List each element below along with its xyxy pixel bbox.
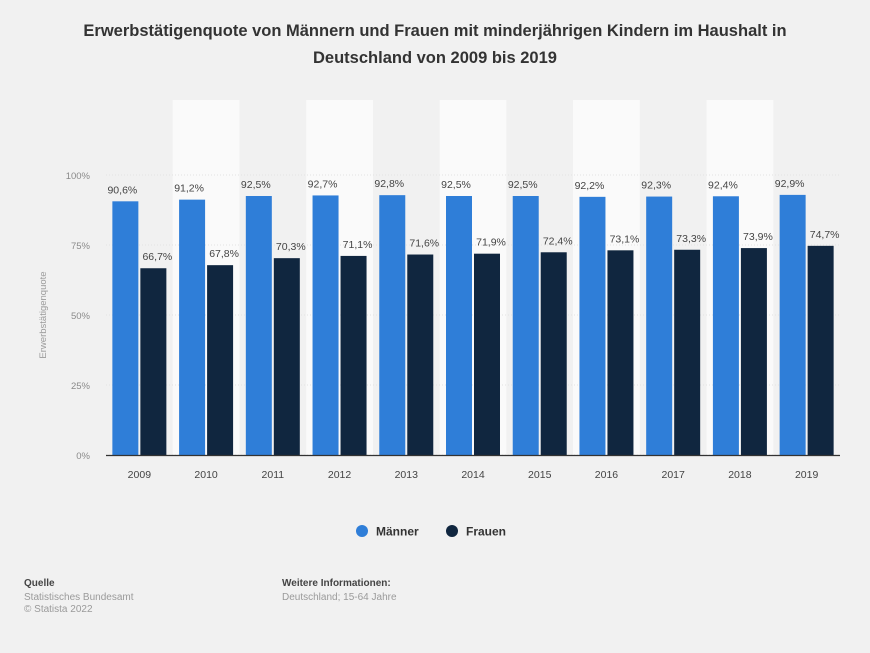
x-tick-label: 2016 <box>595 469 619 481</box>
bar-maenner <box>312 195 339 455</box>
source-block: Quelle Statistisches Bundesamt © Statist… <box>24 578 134 616</box>
x-tick-label: 2011 <box>262 469 285 481</box>
x-tick-label: 2012 <box>328 469 352 481</box>
data-label: 73,3% <box>676 233 706 245</box>
data-label: 92,7% <box>308 178 338 190</box>
chart-title: Erwerbstätigenquote von Männern und Frau… <box>83 22 787 67</box>
data-label: 92,9% <box>775 178 805 190</box>
bar-frauen <box>740 248 767 455</box>
source-text: Statistisches Bundesamt <box>24 592 134 603</box>
bar-maenner <box>579 196 606 455</box>
bar-frauen <box>474 253 500 455</box>
info-text: Deutschland; 15-64 Jahre <box>282 592 397 603</box>
x-tick-label: 2017 <box>662 469 686 481</box>
legend-label: Männer <box>376 525 419 539</box>
data-label: 73,1% <box>610 233 640 245</box>
bar-frauen <box>540 252 567 455</box>
legend-marker-frauen <box>446 525 458 537</box>
bar-chart: 0% 25% 50% 75% 100% Erwerbstätigenquote 90,6% 6… <box>38 171 840 539</box>
bar-frauen <box>407 254 434 455</box>
bar-frauen <box>207 265 234 455</box>
y-tick-label: 100% <box>66 171 91 182</box>
x-tick-label: 2014 <box>461 469 485 481</box>
x-tick-label: 2013 <box>395 469 419 481</box>
legend-label: Frauen <box>466 525 506 539</box>
y-tick-label: 50% <box>71 311 91 322</box>
bar-maenner <box>179 199 206 455</box>
bar-maenner <box>712 196 739 455</box>
info-block: Weitere Informationen: Deutschland; 15-6… <box>282 578 397 604</box>
bar-maenner <box>779 194 806 455</box>
data-label: 92,4% <box>708 179 738 191</box>
bar-frauen <box>607 250 634 455</box>
info-heading: Weitere Informationen: <box>282 578 391 589</box>
data-label: 90,6% <box>107 184 137 196</box>
data-label: 72,4% <box>543 235 573 247</box>
bar-maenner <box>512 196 539 455</box>
bar-frauen <box>140 268 167 455</box>
y-tick-label: 0% <box>76 451 90 462</box>
y-tick-label: 25% <box>71 381 91 392</box>
bar-maenner <box>646 196 673 455</box>
data-label: 73,9% <box>743 231 773 243</box>
bar-frauen <box>674 249 701 455</box>
data-label: 92,5% <box>441 179 471 191</box>
bar-maenner <box>446 196 472 455</box>
x-tick-label: 2015 <box>528 469 552 481</box>
bar-maenner <box>379 195 406 455</box>
source-heading: Quelle <box>24 578 55 589</box>
data-label: 92,3% <box>641 180 671 192</box>
data-label: 91,2% <box>174 183 204 195</box>
data-label: 92,8% <box>374 178 404 190</box>
data-label: 92,2% <box>575 180 605 192</box>
data-label: 71,9% <box>476 237 506 249</box>
data-label: 71,1% <box>343 239 373 251</box>
x-tick-label: 2018 <box>728 469 752 481</box>
y-axis-title: Erwerbstätigenquote <box>38 271 49 358</box>
bar-maenner <box>112 201 139 455</box>
data-label: 92,5% <box>508 179 538 191</box>
x-tick-label: 2019 <box>795 469 819 481</box>
data-label: 71,6% <box>409 238 439 250</box>
data-label: 70,3% <box>276 241 306 253</box>
x-tick-label: 2009 <box>128 469 152 481</box>
bar-frauen <box>807 245 834 455</box>
copyright-text: © Statista 2022 <box>24 604 93 615</box>
x-tick-label: 2010 <box>194 469 218 481</box>
bar-maenner <box>245 196 272 455</box>
legend-marker-maenner <box>356 525 368 537</box>
bar-frauen <box>340 255 367 455</box>
data-label: 92,5% <box>241 179 271 191</box>
bar-frauen <box>273 258 300 455</box>
data-label: 66,7% <box>142 251 172 263</box>
data-label: 74,7% <box>810 229 840 241</box>
y-tick-label: 75% <box>71 241 91 252</box>
data-label: 67,8% <box>209 248 239 260</box>
